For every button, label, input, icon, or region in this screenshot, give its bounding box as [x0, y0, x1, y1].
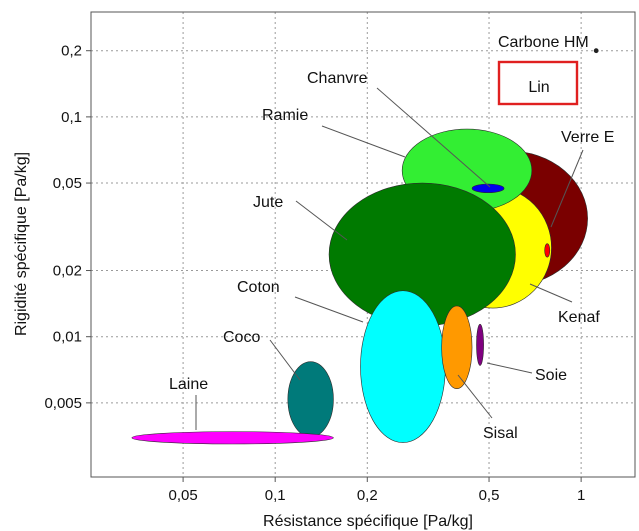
label-jute: Jute: [253, 194, 283, 211]
x-tick-label: 0,2: [357, 487, 378, 504]
region-laine: [131, 431, 334, 445]
point-carbone-hm: [593, 48, 599, 54]
leader-lines: [195, 87, 584, 430]
leader-verre-e: [550, 149, 584, 228]
label-sisal: Sisal: [483, 425, 518, 442]
label-carbone-hm: Carbone HM: [498, 34, 589, 51]
leader-coton: [294, 296, 364, 323]
x-tick-label: 0,05: [168, 487, 197, 504]
region-sisal: [441, 305, 473, 389]
leader-kenaf: [529, 283, 573, 303]
label-kenaf: Kenaf: [558, 309, 600, 326]
x-axis-title: Résistance spécifique [Pa/kg]: [263, 513, 473, 530]
x-tick-label: 0,5: [479, 487, 500, 504]
leader-jute: [295, 200, 348, 241]
y-tick-label: 0,2: [61, 43, 82, 60]
x-tick-label: 1: [577, 487, 585, 504]
annotation-labels: Carbone HM Lin Chanvre Ramie Verre E Jute Kena…: [169, 34, 614, 442]
y-tick-label: 0,01: [53, 329, 82, 346]
y-tick-label: 0,02: [53, 263, 82, 280]
y-axis-title: Rigidité spécifique [Pa/kg]: [13, 152, 30, 336]
regions-layer: [131, 128, 588, 445]
label-lin: Lin: [528, 79, 549, 96]
region-verre-e: [544, 243, 551, 258]
y-tick-label: 0,05: [53, 175, 82, 192]
label-verre-e: Verre E: [561, 129, 614, 146]
leader-soie: [486, 362, 533, 374]
y-tick-label: 0,005: [44, 395, 82, 412]
label-ramie: Ramie: [262, 107, 308, 124]
leader-coco: [269, 339, 301, 381]
label-laine: Laine: [169, 376, 208, 393]
points-layer: [593, 48, 599, 54]
region-chanvre: [471, 183, 505, 193]
y-tick-label: 0,1: [61, 109, 82, 126]
label-coton: Coton: [237, 279, 280, 296]
leader-sisal: [457, 374, 493, 419]
label-chanvre: Chanvre: [307, 70, 368, 87]
label-coco: Coco: [223, 329, 260, 346]
region-soie: [476, 323, 484, 366]
leader-ramie: [321, 125, 406, 158]
region-coton: [360, 290, 446, 443]
label-soie: Soie: [535, 367, 567, 384]
label-box-lin: [497, 60, 579, 106]
plot-frame: [90, 11, 636, 478]
tick-labels: 0,05 0,1 0,2 0,5 1 0,005 0,01 0,02 0,05 0,1 0,2: [44, 43, 585, 504]
x-tick-label: 0,1: [265, 487, 286, 504]
leader-chanvre: [376, 87, 491, 188]
